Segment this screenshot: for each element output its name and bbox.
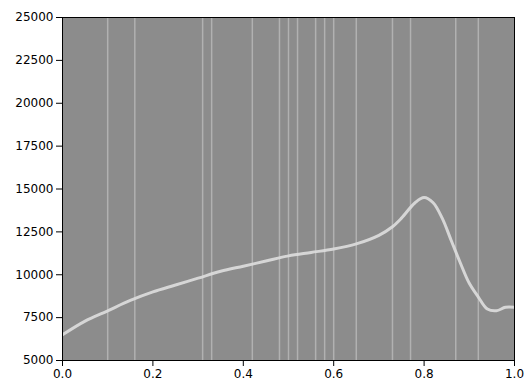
svg-text:17500: 17500	[15, 139, 53, 153]
svg-text:12500: 12500	[15, 225, 53, 239]
svg-text:5000: 5000	[23, 353, 54, 367]
svg-text:22500: 22500	[15, 53, 53, 67]
svg-text:20000: 20000	[15, 96, 53, 110]
svg-text:0.2: 0.2	[143, 367, 162, 381]
svg-text:0.8: 0.8	[415, 367, 434, 381]
svg-text:0.0: 0.0	[53, 367, 72, 381]
svg-text:15000: 15000	[15, 182, 53, 196]
svg-text:1.0: 1.0	[505, 367, 524, 381]
svg-text:0.6: 0.6	[324, 367, 343, 381]
svg-text:7500: 7500	[23, 310, 54, 324]
svg-text:10000: 10000	[15, 268, 53, 282]
svg-text:0.4: 0.4	[234, 367, 253, 381]
svg-text:25000: 25000	[15, 10, 53, 24]
